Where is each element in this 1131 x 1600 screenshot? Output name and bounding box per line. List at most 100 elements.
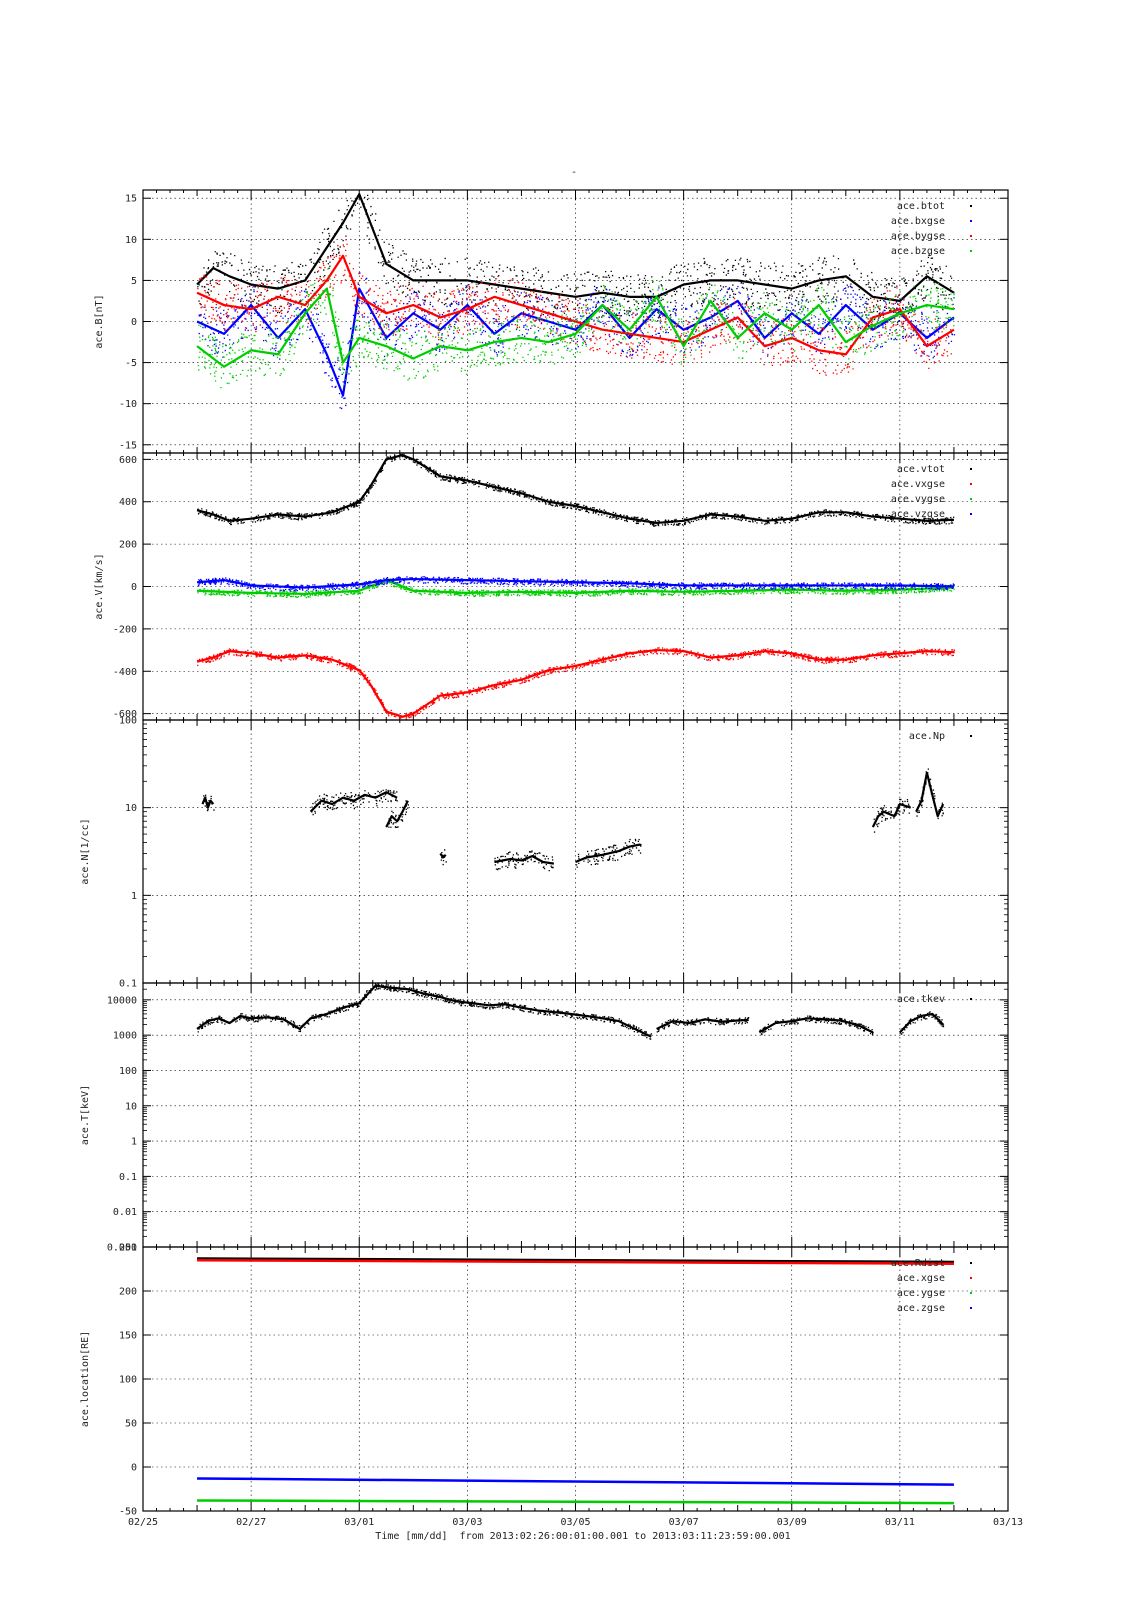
y-tick-label: 5: [131, 276, 137, 287]
series-ace-vtot: [196, 453, 955, 527]
series-ace-btot: [196, 193, 955, 325]
y-tick-label: 0: [131, 1463, 137, 1474]
series-ace-ygse: [197, 1499, 954, 1505]
series-ace-Np: [201, 768, 945, 872]
y-tick-label: 10: [125, 803, 137, 814]
y-axis-label: ace.T[keV]: [80, 1085, 91, 1145]
plot-data: [196, 983, 945, 1040]
series-trace: [871, 802, 912, 828]
y-tick-label: -10: [119, 399, 137, 410]
legend-marker: [970, 483, 972, 485]
panel-2: 600 400 200 0 -200 -400 -600 ace.V[km/s] ace.vto…: [94, 452, 1009, 721]
plot-data: [196, 193, 956, 410]
legend-marker: [970, 998, 972, 1000]
series-ace-vxgse: [196, 647, 956, 720]
plot-data: [197, 1257, 954, 1505]
series-ace-bygse: [196, 239, 955, 376]
x-tick-label: 03/09: [777, 1517, 807, 1528]
panel-5: 250 200 150 100 50 0 -50 ace.location[RE] ace.Rd…: [80, 1243, 1009, 1518]
y-tick-label: 50: [125, 1419, 137, 1430]
y-tick-label: 10: [125, 235, 137, 246]
panel-3: 100 10 1 0.1 ace.N[1/cc] ace.Np: [80, 716, 1009, 990]
y-tick-label: -5: [125, 358, 137, 369]
panels-group: 151050-5-10-15ace.B[nT]ace.btotace.bxgse…: [80, 189, 1009, 1518]
series-points: [656, 1017, 750, 1033]
x-tick-label: 03/05: [560, 1517, 590, 1528]
series-trace: [385, 800, 409, 828]
x-tick-label: 03/03: [452, 1517, 482, 1528]
x-tick-label: 03/13: [993, 1517, 1023, 1528]
y-tick-label: 400: [119, 497, 137, 508]
series-ace-xgse: [197, 1258, 954, 1265]
x-axis: 02/25 02/27 03/01 03/03 03/05 03/07 03/09 03/11…: [128, 1517, 1023, 1528]
legend-entry: ace.vtot: [897, 464, 945, 475]
y-tick-label: 10: [125, 1101, 137, 1112]
legend-entry: ace.ygse: [897, 1288, 945, 1299]
legend-marker: [970, 220, 972, 222]
legend-marker: [970, 235, 972, 237]
y-tick-label: 200: [119, 1287, 137, 1298]
y-tick-label: -200: [113, 624, 137, 635]
x-axis-label-prefix: Time [mm/dd]: [375, 1531, 447, 1542]
series-points: [899, 1011, 945, 1035]
legend-entry: ace.Rdist: [891, 1258, 945, 1269]
y-tick-label: 100: [119, 1066, 137, 1077]
panel-4: 10000 1000 100 10 1 0.1 0.01 0.001 ace.T[keV] ace…: [80, 982, 1009, 1254]
series-points: [916, 768, 944, 820]
y-tick-label: 250: [119, 1243, 137, 1254]
y-axis-label: ace.location[RE]: [80, 1331, 91, 1427]
x-axis-label-range: from 2013:02:26:00:01:00.001 to 2013:03:…: [460, 1531, 791, 1542]
legend-marker: [970, 1292, 972, 1294]
series-trace: [575, 843, 641, 864]
series-trace: [196, 287, 955, 368]
legend-entry: ace.bzgse: [891, 246, 945, 257]
series-points: [197, 272, 956, 410]
series-trace: [196, 984, 652, 1038]
legend-marker: [970, 1307, 972, 1309]
legend-marker: [970, 498, 972, 500]
legend-entry: ace.bygse: [891, 231, 945, 242]
legend-marker: [970, 1277, 972, 1279]
y-tick-label: 100: [119, 1375, 137, 1386]
y-tick-label: 0.1: [119, 1172, 137, 1183]
legend-entry: ace.vxgse: [891, 479, 945, 490]
series-trace: [915, 771, 945, 818]
y-tick-label: 15: [125, 194, 137, 205]
y-tick-label: 0.001: [107, 1243, 137, 1254]
series-line: [197, 1257, 954, 1264]
legend-entry: ace.bxgse: [891, 216, 945, 227]
y-tick-label: 600: [119, 455, 137, 466]
y-tick-label: 150: [119, 1331, 137, 1342]
series-ace-Rdist: [197, 1257, 954, 1264]
series-points: [440, 849, 447, 866]
legend-marker: [970, 468, 972, 470]
series-trace: [201, 796, 215, 809]
x-tick-label: 02/25: [128, 1517, 158, 1528]
legend-marker: [970, 513, 972, 515]
legend-entry: ace.vygse: [891, 494, 945, 505]
series-ace-zgse: [197, 1477, 954, 1486]
legend-marker: [970, 205, 972, 207]
x-tick-label: 03/01: [344, 1517, 374, 1528]
y-tick-label: 1: [131, 1137, 137, 1148]
x-axis-label: Time [mm/dd] from 2013:02:26:00:01:00.001…: [375, 1531, 790, 1542]
series-line: [197, 1258, 954, 1265]
series-points: [494, 850, 554, 872]
y-tick-label: -600: [113, 709, 137, 720]
series-points: [203, 794, 215, 812]
x-tick-label: 02/27: [236, 1517, 266, 1528]
series-points: [197, 577, 955, 599]
legend-entry: ace.tkev: [897, 994, 945, 1005]
series-ace-vygse: [197, 577, 955, 599]
y-axis-label: ace.N[1/cc]: [80, 818, 91, 884]
series-points: [197, 576, 955, 592]
y-tick-label: 100: [119, 716, 137, 727]
series-trace: [196, 193, 955, 303]
y-tick-label: 0: [131, 317, 137, 328]
y-tick-label: 200: [119, 540, 137, 551]
legend-entry: ace.xgse: [897, 1273, 945, 1284]
y-axis-label: ace.B[nT]: [94, 294, 105, 348]
legend-marker: [970, 735, 972, 737]
y-tick-label: 10000: [107, 995, 137, 1006]
legend-entry: ace.btot: [897, 201, 945, 212]
